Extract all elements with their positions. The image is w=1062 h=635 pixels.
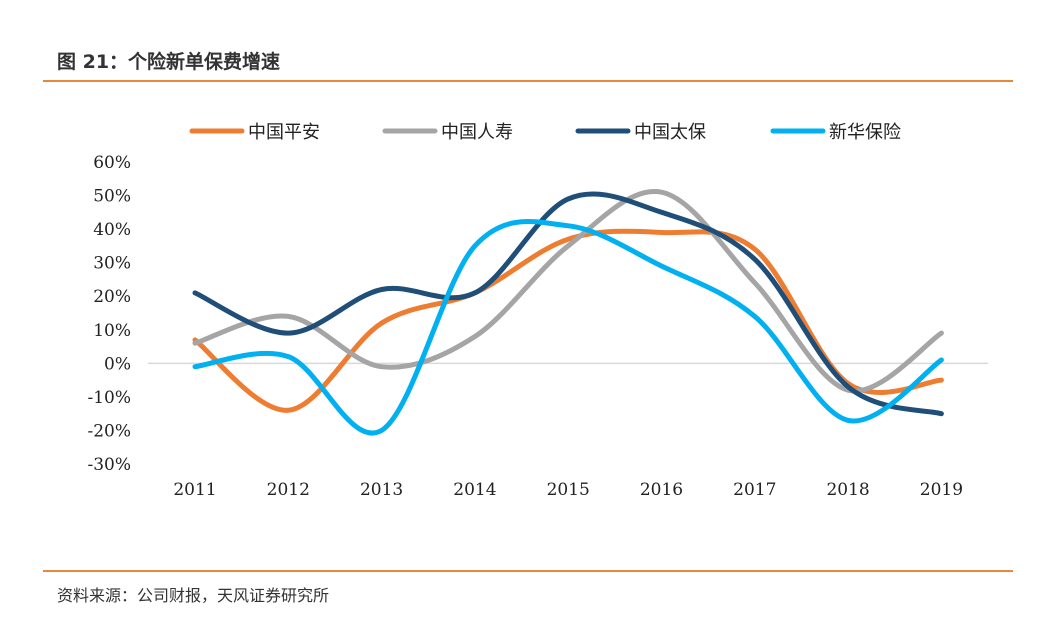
y-tick-label: 30% [93, 254, 131, 274]
bottom-divider [43, 570, 1013, 572]
y-tick-label: 50% [93, 187, 131, 207]
x-tick-label: 2013 [360, 480, 403, 500]
y-tick-label: 40% [93, 220, 131, 240]
legend-label: 中国太保 [634, 122, 706, 143]
y-tick-label: 20% [93, 287, 131, 307]
legend-label: 新华保险 [829, 122, 901, 143]
y-tick-label: -30% [87, 455, 131, 475]
series-line-4 [192, 219, 944, 436]
x-axis: 2011 2012 2013 2014 2015 2016 2017 2018 2019 [173, 480, 963, 500]
y-tick-label: -20% [87, 421, 131, 441]
legend-label: 中国人寿 [441, 122, 513, 143]
x-tick-label: 2017 [733, 480, 776, 500]
y-axis: 60% 50% 40% 30% 20% 10% 0% -10% -20% -30% [87, 153, 131, 475]
x-tick-label: 2014 [453, 480, 496, 500]
y-tick-label: 10% [93, 321, 131, 341]
source-note: 资料来源：公司财报，天风证券研究所 [57, 586, 330, 605]
figure-title: 图 21：个险新单保费增速 [57, 51, 281, 73]
x-tick-label: 2018 [826, 480, 869, 500]
chart-legend: 中国平安 中国人寿 中国太保 新华保险 [189, 122, 901, 143]
x-tick-label: 2011 [173, 480, 216, 500]
top-divider [43, 80, 1013, 82]
legend-label: 中国平安 [248, 122, 320, 143]
series-lines [192, 189, 944, 436]
x-tick-label: 2016 [640, 480, 683, 500]
series-line-2 [192, 189, 944, 394]
y-tick-label: 0% [104, 354, 131, 374]
x-tick-label: 2019 [920, 480, 963, 500]
y-tick-label: 60% [93, 153, 131, 173]
x-tick-label: 2012 [267, 480, 310, 500]
x-tick-label: 2015 [547, 480, 590, 500]
y-tick-label: -10% [87, 388, 131, 408]
series-line-3 [192, 191, 944, 417]
